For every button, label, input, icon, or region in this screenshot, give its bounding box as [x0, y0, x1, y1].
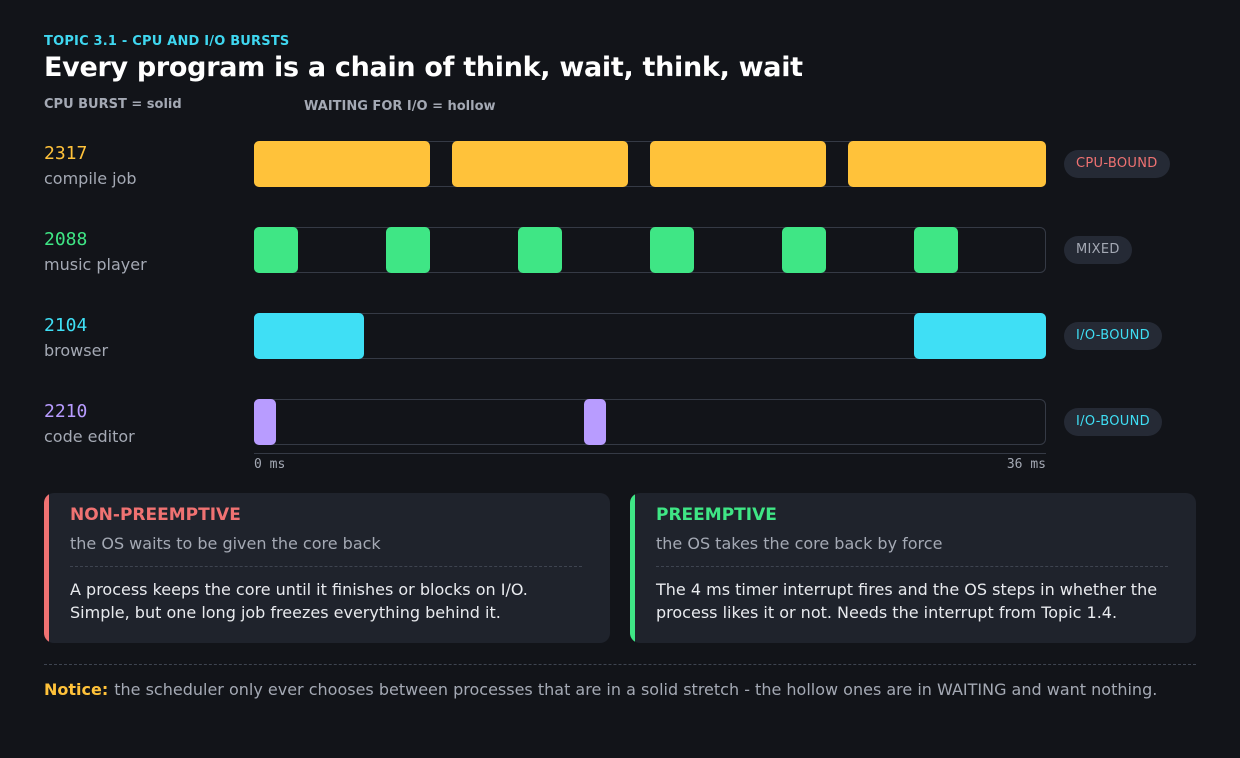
cpu-burst-segment — [386, 227, 430, 273]
timeline-track-2210 — [254, 399, 1046, 445]
cpu-burst-segment — [914, 227, 958, 273]
process-name: code editor — [44, 427, 135, 446]
footer-divider — [44, 664, 1196, 665]
cpu-burst-segment — [452, 141, 628, 187]
process-name: compile job — [44, 169, 137, 188]
time-axis-line — [254, 453, 1046, 454]
cpu-burst-segment — [650, 227, 694, 273]
cpu-burst-segment — [518, 227, 562, 273]
process-label-2317: 2317 compile job — [44, 143, 137, 189]
timeline-track-2104 — [254, 313, 1046, 359]
card-body: A process keeps the core until it finish… — [70, 580, 528, 622]
cpu-burst-segment — [254, 399, 276, 445]
badge-cpu-bound: CPU-BOUND — [1064, 150, 1170, 178]
card-divider — [70, 566, 582, 567]
badge-io-bound: I/O-BOUND — [1064, 322, 1162, 350]
cpu-burst-segment — [584, 399, 606, 445]
notice-text: the scheduler only ever chooses between … — [114, 680, 1158, 699]
card-divider — [656, 566, 1168, 567]
card-title: NON-PREEMPTIVE — [70, 505, 241, 525]
cpu-burst-segment — [914, 313, 1046, 359]
notice-line: Notice: the scheduler only ever chooses b… — [44, 680, 1157, 699]
non-preemptive-card: NON-PREEMPTIVE the OS waits to be given … — [44, 493, 610, 643]
cpu-burst-segment — [254, 313, 364, 359]
process-label-2088: 2088 music player — [44, 229, 147, 275]
card-accent-bar — [630, 493, 635, 643]
card-accent-bar — [44, 493, 49, 643]
process-name: music player — [44, 255, 147, 274]
preemptive-card: PREEMPTIVE the OS takes the core back by… — [630, 493, 1196, 643]
axis-end-label: 36 ms — [1006, 457, 1046, 472]
timeline-track-2088 — [254, 227, 1046, 273]
notice-label: Notice: — [44, 680, 109, 699]
process-label-2104: 2104 browser — [44, 315, 109, 361]
process-name: browser — [44, 341, 109, 360]
card-subtitle: the OS waits to be given the core back — [70, 534, 381, 553]
process-pid: 2210 — [44, 401, 88, 422]
cpu-burst-segment — [650, 141, 826, 187]
page-title: Every program is a chain of think, wait,… — [44, 52, 803, 83]
cpu-burst-segment — [254, 227, 298, 273]
topic-label: TOPIC 3.1 - CPU AND I/O BURSTS — [44, 34, 290, 49]
cpu-burst-segment — [782, 227, 826, 273]
badge-mixed: MIXED — [1064, 236, 1132, 264]
cpu-burst-segment — [254, 141, 430, 187]
process-label-2210: 2210 code editor — [44, 401, 135, 447]
timeline-track-2317 — [254, 141, 1046, 187]
legend-waiting-io: WAITING FOR I/O = hollow — [304, 99, 496, 114]
card-body: The 4 ms timer interrupt fires and the O… — [656, 580, 1158, 622]
badge-io-bound: I/O-BOUND — [1064, 408, 1162, 436]
axis-start-label: 0 ms — [254, 457, 286, 472]
process-pid: 2104 — [44, 315, 88, 336]
card-subtitle: the OS takes the core back by force — [656, 534, 943, 553]
card-title: PREEMPTIVE — [656, 505, 777, 525]
process-pid: 2317 — [44, 143, 88, 164]
cpu-burst-segment — [848, 141, 1046, 187]
process-pid: 2088 — [44, 229, 88, 250]
legend-cpu-burst: CPU BURST = solid — [44, 97, 182, 112]
